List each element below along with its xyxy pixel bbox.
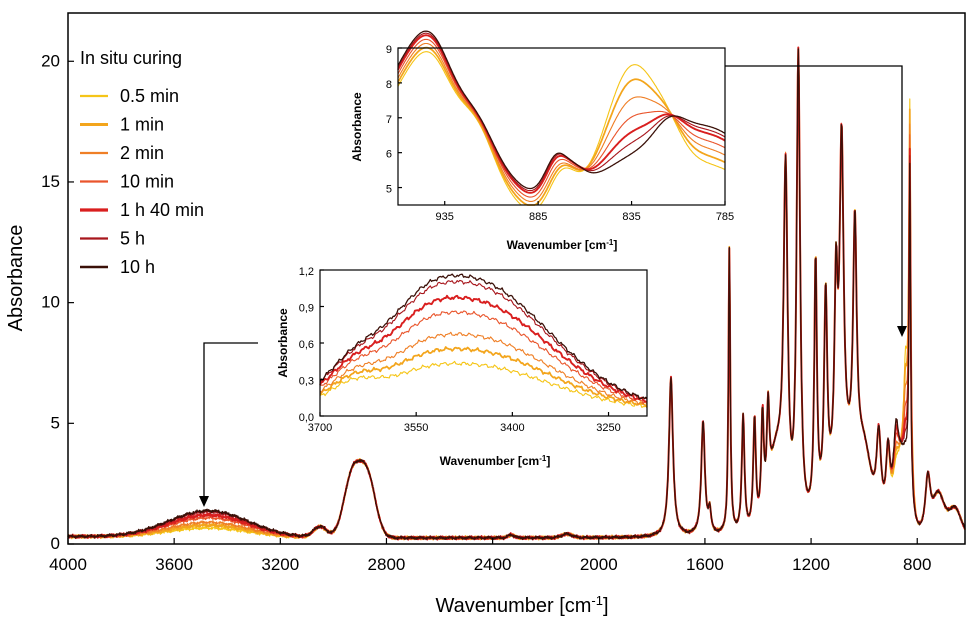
inset-top-frame	[397, 47, 726, 206]
inset-mid-series-line-3	[319, 331, 648, 406]
inset-top-y-axis-title: Absorbance	[350, 92, 364, 162]
main-y-tick-label-1: 0	[51, 534, 60, 553]
main-x-ticks: 4000 3600 3200 2800 2400 2000 1600 1200 800	[49, 538, 931, 574]
legend-entries: 0.5 min 1 min 2 min 10 min 1 h 40 min 5 h 10 h	[80, 86, 204, 277]
inset-top-y-tick-label-4: 8	[386, 79, 392, 91]
inset-mid-y-tick-label-4: 0,9	[299, 303, 314, 315]
inset-mid-y-ticks: 0,0 0,3 0,6 0,9 1,2	[299, 266, 324, 424]
inset-mid-series-line-7	[319, 273, 648, 400]
inset-top-series-line-5	[397, 34, 726, 194]
inset-mid-series-group	[319, 273, 648, 408]
legend: In situ curing 0.5 min 1 min 2 min 10 min 1 …	[80, 48, 204, 277]
inset-mid-y-axis-title: Absorbance	[276, 308, 290, 378]
inset-mid-plot: 3700 3550 3400 3250 0,0 0,3 0,6 0,9 1,2 Absorba…	[276, 266, 648, 469]
arrow-head-top	[897, 326, 907, 337]
arrow-line-top	[722, 65, 903, 330]
inset-top-y-tick-label-5: 9	[386, 44, 392, 56]
legend-label-4: 10 min	[120, 172, 174, 192]
main-x-tick-label-7: 1600	[686, 555, 724, 574]
main-y-tick-label-2: 5	[51, 413, 60, 432]
inset-top-plot: 935 885 835 785 5 6 7 8 9 Absorbance Wavenumber…	[350, 30, 734, 253]
main-plot: 4000 3600 3200 2800 2400 2000 1600 1200 800 0 5 10…	[5, 12, 966, 618]
inset-mid-x-ticks: 3700 3550 3400 3250	[308, 412, 621, 434]
inset-top-y-tick-label-3: 7	[386, 114, 392, 126]
inset-mid-series-line-1	[319, 360, 648, 408]
inset-top-series-group	[397, 30, 726, 206]
legend-label-5: 1 h 40 min	[120, 200, 204, 220]
main-x-tick-label-5: 2400	[474, 555, 512, 574]
main-x-axis-title-sup: -1	[591, 593, 603, 608]
inset-top-x-tick-label-1: 935	[436, 211, 454, 223]
main-x-axis-title-text: Wavenumber [cm	[435, 595, 591, 617]
arrow-head-left	[199, 496, 209, 507]
inset-mid-x-tick-label-2: 3550	[404, 422, 428, 434]
inset-mid-x-axis-title: Wavenumber [cm-1]	[440, 454, 551, 469]
main-series-line-7	[67, 48, 966, 541]
arrow-line-left	[203, 342, 258, 500]
inset-top-x-ticks: 935 885 835 785	[436, 201, 734, 223]
inset-mid-series-line-2	[319, 346, 648, 408]
inset-mid-y-tick-label-1: 0,0	[299, 412, 314, 424]
inset-top-x-axis-title-sup: -1	[606, 238, 614, 247]
inset-mid-y-tick-label-5: 1,2	[299, 266, 314, 278]
legend-title: In situ curing	[80, 48, 182, 68]
inset-mid-x-tick-label-3: 3400	[500, 422, 524, 434]
inset-top-x-tick-label-3: 835	[622, 211, 640, 223]
inset-mid-series-line-4	[319, 310, 648, 405]
legend-label-7: 10 h	[120, 257, 155, 277]
inset-mid-y-tick-label-3: 0,6	[299, 339, 314, 351]
inset-mid-x-axis-title-suffix: ]	[546, 454, 550, 468]
inset-mid-y-tick-label-2: 0,3	[299, 376, 314, 388]
inset-mid-x-axis-title-sup: -1	[539, 454, 547, 463]
main-x-tick-label-3: 3200	[261, 555, 299, 574]
main-x-axis-title-suffix: ]	[603, 595, 609, 617]
inset-mid-x-axis-title-text: Wavenumber [cm	[440, 454, 540, 468]
legend-label-1: 0.5 min	[120, 86, 179, 106]
inset-top-y-tick-label-2: 6	[386, 149, 392, 161]
main-x-tick-label-8: 1200	[792, 555, 830, 574]
inset-top-x-axis-title-text: Wavenumber [cm	[507, 238, 607, 252]
inset-top-y-tick-label-1: 5	[386, 184, 392, 196]
main-x-axis-title: Wavenumber [cm-1]	[435, 593, 608, 618]
main-x-tick-label-2: 3600	[155, 555, 193, 574]
inset-top-x-tick-label-2: 885	[529, 211, 547, 223]
main-y-tick-label-5: 20	[41, 51, 60, 70]
main-x-tick-label-4: 2800	[368, 555, 406, 574]
inset-mid-x-tick-label-1: 3700	[308, 422, 332, 434]
inset-top-series-line-2	[397, 46, 726, 206]
inset-top-series-line-7	[397, 30, 726, 190]
main-x-tick-label-6: 2000	[580, 555, 618, 574]
inset-mid-series-line-5	[319, 294, 648, 403]
main-y-tick-label-4: 15	[41, 172, 60, 191]
legend-label-6: 5 h	[120, 229, 145, 249]
main-plot-frame	[67, 12, 966, 545]
main-series-group	[67, 46, 966, 541]
legend-label-3: 2 min	[120, 143, 164, 163]
legend-label-2: 1 min	[120, 115, 164, 135]
main-y-axis-title: Absorbance	[5, 225, 27, 332]
main-y-ticks: 0 5 10 15 20	[41, 51, 74, 553]
annotations	[199, 65, 907, 507]
inset-top-x-axis-title: Wavenumber [cm-1]	[507, 238, 618, 253]
inset-top-x-tick-label-4: 785	[716, 211, 734, 223]
inset-mid-x-tick-label-4: 3250	[596, 422, 620, 434]
main-x-tick-label-9: 800	[903, 555, 931, 574]
main-x-tick-label-1: 4000	[49, 555, 87, 574]
inset-top-y-ticks: 5 6 7 8 9	[386, 44, 402, 196]
inset-top-x-axis-title-suffix: ]	[613, 238, 617, 252]
inset-mid-series-line-6	[319, 279, 648, 401]
main-y-tick-label-3: 10	[41, 293, 60, 312]
